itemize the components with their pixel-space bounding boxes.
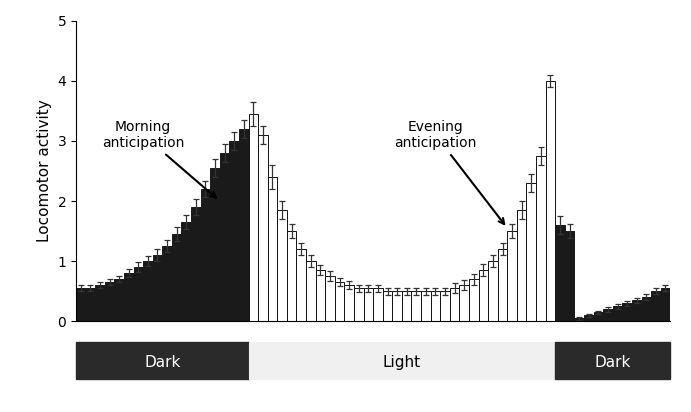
- Text: Evening
anticipation: Evening anticipation: [395, 120, 504, 224]
- Bar: [479, 270, 488, 321]
- Bar: [373, 288, 383, 321]
- Bar: [249, 114, 258, 321]
- Bar: [392, 291, 402, 321]
- Bar: [258, 135, 267, 321]
- Bar: [95, 285, 105, 321]
- Bar: [76, 342, 249, 379]
- Bar: [421, 291, 430, 321]
- Bar: [498, 249, 507, 321]
- Bar: [603, 309, 613, 321]
- Text: Light: Light: [383, 355, 421, 370]
- Bar: [162, 246, 172, 321]
- Bar: [584, 315, 594, 321]
- Bar: [153, 255, 162, 321]
- Bar: [565, 231, 574, 321]
- Bar: [651, 291, 661, 321]
- Bar: [641, 297, 651, 321]
- Bar: [517, 210, 527, 321]
- Bar: [383, 291, 392, 321]
- Bar: [430, 291, 440, 321]
- Bar: [574, 318, 584, 321]
- Bar: [594, 312, 603, 321]
- Bar: [287, 231, 296, 321]
- Bar: [277, 210, 287, 321]
- Bar: [661, 288, 670, 321]
- Bar: [249, 342, 556, 379]
- Bar: [507, 231, 517, 321]
- Bar: [220, 153, 229, 321]
- Bar: [105, 282, 114, 321]
- Bar: [450, 288, 460, 321]
- Bar: [536, 156, 546, 321]
- Bar: [76, 288, 86, 321]
- Bar: [210, 168, 220, 321]
- Text: Morning
anticipation: Morning anticipation: [102, 120, 216, 198]
- Bar: [114, 279, 124, 321]
- Bar: [191, 207, 200, 321]
- Bar: [86, 288, 95, 321]
- Text: Dark: Dark: [144, 355, 180, 370]
- Text: Dark: Dark: [594, 355, 631, 370]
- Bar: [172, 234, 182, 321]
- Bar: [133, 267, 143, 321]
- Bar: [296, 249, 306, 321]
- Bar: [460, 285, 469, 321]
- Bar: [306, 261, 316, 321]
- Bar: [613, 307, 623, 321]
- Bar: [527, 183, 536, 321]
- Bar: [344, 285, 354, 321]
- Bar: [229, 141, 239, 321]
- Bar: [316, 270, 325, 321]
- Y-axis label: Locomotor activity: Locomotor activity: [37, 100, 52, 242]
- Bar: [124, 273, 133, 321]
- Bar: [488, 261, 498, 321]
- Bar: [335, 282, 344, 321]
- Bar: [239, 129, 249, 321]
- Bar: [411, 291, 421, 321]
- Bar: [182, 222, 191, 321]
- Bar: [546, 81, 556, 321]
- Bar: [556, 342, 670, 379]
- Bar: [440, 291, 450, 321]
- Bar: [200, 189, 210, 321]
- Bar: [402, 291, 411, 321]
- Bar: [632, 300, 641, 321]
- Bar: [556, 225, 565, 321]
- Bar: [363, 288, 373, 321]
- Bar: [623, 303, 632, 321]
- Bar: [469, 279, 479, 321]
- Bar: [267, 177, 277, 321]
- Bar: [354, 288, 363, 321]
- Bar: [143, 261, 153, 321]
- Bar: [325, 276, 335, 321]
